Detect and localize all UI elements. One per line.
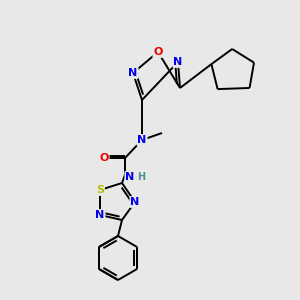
Text: N: N xyxy=(137,135,147,145)
Text: N: N xyxy=(95,210,105,220)
Text: N: N xyxy=(128,68,138,78)
Text: S: S xyxy=(96,185,104,195)
Text: O: O xyxy=(99,153,109,163)
Text: N: N xyxy=(173,57,183,67)
Text: N: N xyxy=(125,172,135,182)
Text: N: N xyxy=(130,197,140,207)
Text: H: H xyxy=(137,172,145,182)
Text: O: O xyxy=(153,47,163,57)
